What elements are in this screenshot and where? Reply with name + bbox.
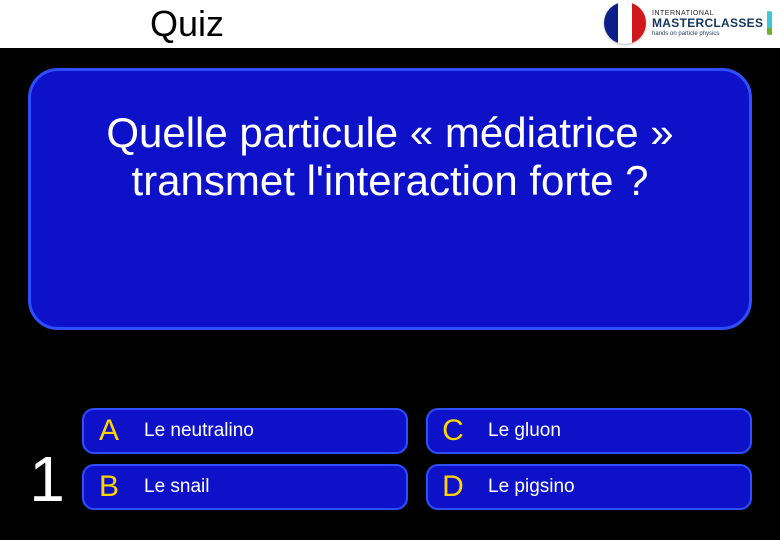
question-text: Quelle particule « médiatrice » transmet… (31, 109, 749, 205)
masterclasses-logo: INTERNATIONAL MASTERCLASSES hands on par… (652, 2, 772, 44)
logo-line2: MASTERCLASSES (652, 17, 763, 29)
answer-letter: B (92, 470, 126, 504)
header-bar: Quiz INTERNATIONAL MASTERCLASSES hands o… (0, 0, 780, 48)
logo-subtitle: hands on particle physics (652, 31, 763, 37)
answer-label: Le pigsino (488, 476, 575, 498)
france-flag-icon (604, 2, 646, 44)
answer-letter: D (436, 470, 470, 504)
answer-label: Le snail (144, 476, 210, 498)
page-title: Quiz (150, 3, 224, 45)
answer-label: Le gluon (488, 420, 561, 442)
answer-label: Le neutralino (144, 420, 254, 442)
answer-c[interactable]: C Le gluon (426, 408, 752, 454)
question-card: Quelle particule « médiatrice » transmet… (28, 68, 752, 330)
answers-grid: A Le neutralino C Le gluon B Le snail D … (82, 408, 752, 510)
header-right-group: INTERNATIONAL MASTERCLASSES hands on par… (604, 2, 772, 44)
answer-b[interactable]: B Le snail (82, 464, 408, 510)
logo-mark-icon (767, 6, 772, 40)
question-number: 1 (14, 442, 80, 516)
answer-letter: A (92, 414, 126, 448)
answer-d[interactable]: D Le pigsino (426, 464, 752, 510)
answer-a[interactable]: A Le neutralino (82, 408, 408, 454)
answer-letter: C (436, 414, 470, 448)
quiz-stage: Quelle particule « médiatrice » transmet… (14, 58, 766, 526)
